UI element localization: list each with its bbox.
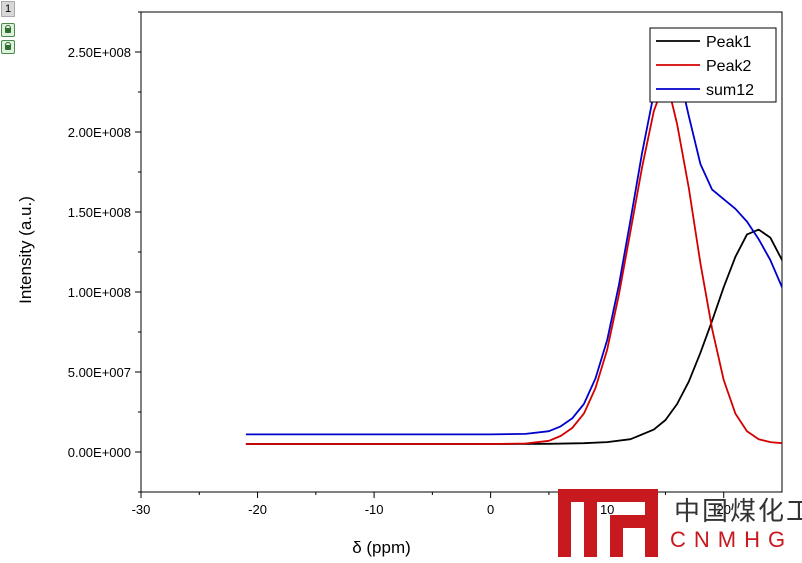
lock-icon[interactable] bbox=[1, 40, 15, 54]
y-tick-label: 1.00E+008 bbox=[68, 285, 131, 300]
logo-mark-icon bbox=[558, 489, 658, 557]
series-group bbox=[245, 51, 782, 445]
x-tick-label: 10 bbox=[600, 502, 614, 517]
legend[interactable]: Peak1 Peak2 sum12 bbox=[649, 27, 777, 103]
y-tick-label: 0.00E+000 bbox=[68, 445, 131, 460]
x-tick-label: -30 bbox=[132, 502, 151, 517]
legend-label-Peak2: Peak2 bbox=[706, 58, 751, 75]
watermark-logo: 中国煤化工 CNMHG bbox=[556, 487, 802, 563]
legend-label-sum12: sum12 bbox=[706, 82, 754, 99]
logo-chinese-text: 中国煤化工 bbox=[674, 497, 802, 527]
logo-english-text: CNMHG bbox=[670, 527, 794, 552]
x-tick-label: 20 bbox=[716, 502, 730, 517]
x-tick-label: 0 bbox=[487, 502, 494, 517]
y-tick-label: 5.00E+007 bbox=[68, 365, 131, 380]
lock-icon[interactable] bbox=[1, 23, 15, 37]
y-tick-label: 2.00E+008 bbox=[68, 125, 131, 140]
series-line-Peak2 bbox=[245, 87, 782, 445]
legend-label-Peak1: Peak1 bbox=[706, 34, 751, 51]
y-tick-label: 1.50E+008 bbox=[68, 205, 131, 220]
y-axis-title: Intensity (a.u.) bbox=[16, 196, 35, 304]
layer-number-badge[interactable]: 1 bbox=[1, 1, 15, 17]
y-tick-label: 2.50E+008 bbox=[68, 45, 131, 60]
series-line-Peak1 bbox=[245, 228, 782, 445]
x-tick-label: -20 bbox=[248, 502, 267, 517]
x-tick-label: -10 bbox=[365, 502, 384, 517]
series-line-sum12 bbox=[245, 51, 782, 436]
x-axis-title: δ (ppm) bbox=[352, 538, 411, 557]
